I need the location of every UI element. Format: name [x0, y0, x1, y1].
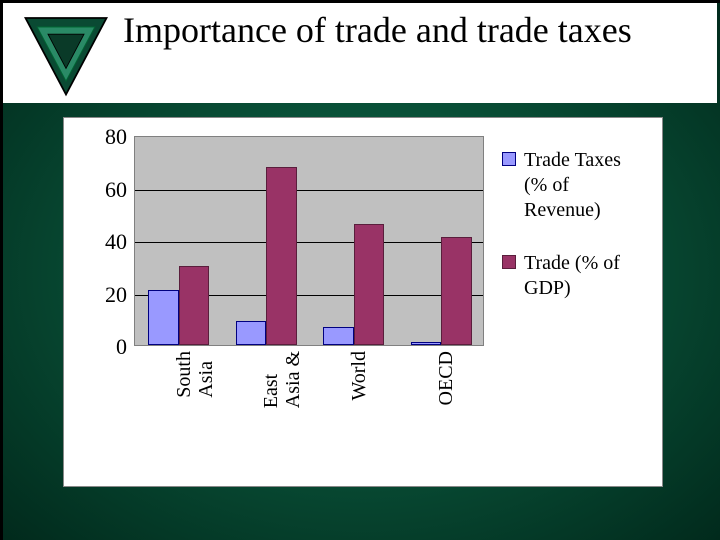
title-row: Importance of trade and trade taxes — [3, 3, 717, 103]
y-tick-label: 80 — [105, 124, 127, 150]
chart-bar — [411, 342, 442, 345]
y-tick-label: 40 — [105, 229, 127, 255]
chart-bar — [179, 266, 210, 345]
y-tick-label: 0 — [116, 334, 127, 360]
slide: Importance of trade and trade taxes 0204… — [0, 0, 720, 540]
slide-title: Importance of trade and trade taxes — [123, 9, 697, 52]
chart-gridline — [135, 190, 483, 191]
chart-bar — [441, 237, 472, 345]
legend-item: Trade (% of GDP) — [502, 251, 644, 301]
legend-label: Trade Taxes (% of Revenue) — [524, 148, 644, 223]
triangle-bullet-icon — [21, 9, 111, 99]
chart-bar — [323, 327, 354, 345]
x-tick-label: EastAsia & — [260, 351, 304, 408]
chart-plot-area: 020406080SouthAsiaEastAsia &WorldOECD — [134, 136, 484, 346]
x-tick-label: World — [348, 351, 370, 401]
chart-bar — [148, 290, 179, 345]
legend-item: Trade Taxes (% of Revenue) — [502, 148, 644, 223]
legend-swatch-icon — [502, 255, 516, 269]
y-tick-label: 20 — [105, 282, 127, 308]
chart-gridline — [135, 242, 483, 243]
chart-legend: Trade Taxes (% of Revenue) Trade (% of GD… — [502, 148, 644, 329]
x-tick-label: OECD — [435, 351, 457, 405]
chart-bar — [266, 167, 297, 346]
chart-bar — [236, 321, 267, 345]
y-tick-label: 60 — [105, 177, 127, 203]
legend-label: Trade (% of GDP) — [524, 251, 644, 301]
chart-bar — [354, 224, 385, 345]
chart-card: 020406080SouthAsiaEastAsia &WorldOECD Tr… — [63, 117, 663, 487]
legend-swatch-icon — [502, 152, 516, 166]
x-tick-label: SouthAsia — [173, 351, 217, 398]
